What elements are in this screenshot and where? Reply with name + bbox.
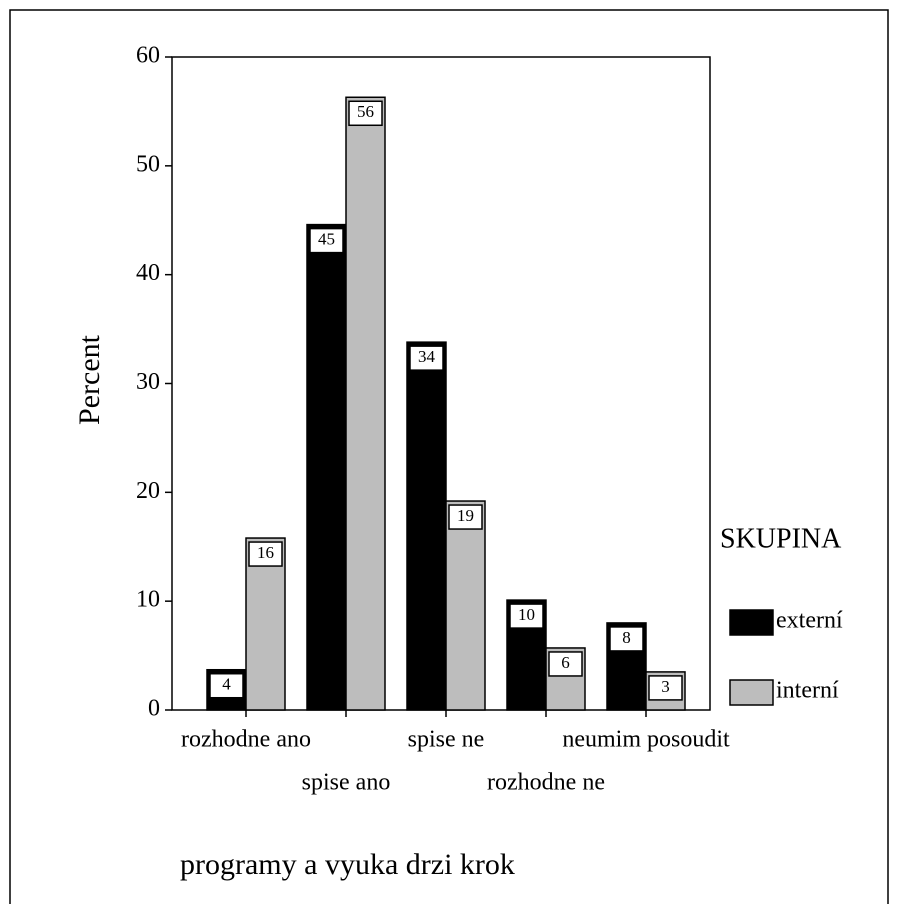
value-label: 16 bbox=[257, 543, 274, 562]
x-tick-label: spise ano bbox=[302, 770, 391, 796]
value-label-box bbox=[348, 100, 383, 127]
y-tick-label: 30 bbox=[136, 369, 160, 395]
value-label-box bbox=[309, 227, 344, 254]
value-label-box bbox=[409, 345, 444, 371]
value-label: 45 bbox=[318, 230, 335, 249]
legend-label: interní bbox=[776, 678, 839, 704]
bar bbox=[345, 96, 386, 711]
y-tick-label: 40 bbox=[136, 260, 160, 286]
value-label: 34 bbox=[418, 347, 436, 366]
value-label: 56 bbox=[357, 102, 374, 121]
value-label-box bbox=[509, 603, 544, 629]
value-label-box bbox=[609, 626, 644, 652]
x-tick-label: rozhodne ne bbox=[487, 770, 605, 796]
y-tick-label: 20 bbox=[136, 478, 160, 504]
y-tick-label: 10 bbox=[136, 587, 160, 613]
value-label: 19 bbox=[457, 506, 474, 525]
value-label-box bbox=[548, 651, 583, 677]
x-tick-label: rozhodne ano bbox=[181, 727, 311, 753]
bar bbox=[445, 500, 486, 711]
x-tick-label: spise ne bbox=[408, 727, 485, 753]
value-label: 3 bbox=[661, 677, 670, 696]
value-label-box bbox=[248, 541, 283, 567]
y-tick-label: 0 bbox=[148, 696, 160, 722]
value-label: 10 bbox=[518, 605, 535, 624]
value-label-box bbox=[209, 672, 244, 699]
value-label-box bbox=[648, 675, 683, 701]
y-tick-label: 50 bbox=[136, 151, 160, 177]
value-label: 4 bbox=[222, 675, 231, 694]
y-tick-label: 60 bbox=[136, 43, 160, 69]
y-axis-label: Percent bbox=[73, 334, 106, 425]
chart-frame bbox=[9, 9, 889, 904]
chart-title: programy a vyuka drzi krok bbox=[180, 848, 515, 881]
legend-swatch bbox=[729, 609, 774, 636]
x-tick-label: neumim posoudit bbox=[562, 727, 730, 753]
legend-swatch bbox=[729, 679, 774, 706]
value-label: 8 bbox=[622, 628, 631, 647]
legend-title: SKUPINA bbox=[720, 523, 842, 554]
legend-label: externí bbox=[776, 608, 843, 634]
bar bbox=[306, 223, 347, 711]
value-label-box bbox=[448, 504, 483, 530]
bar bbox=[406, 341, 447, 711]
value-label: 6 bbox=[561, 653, 570, 672]
